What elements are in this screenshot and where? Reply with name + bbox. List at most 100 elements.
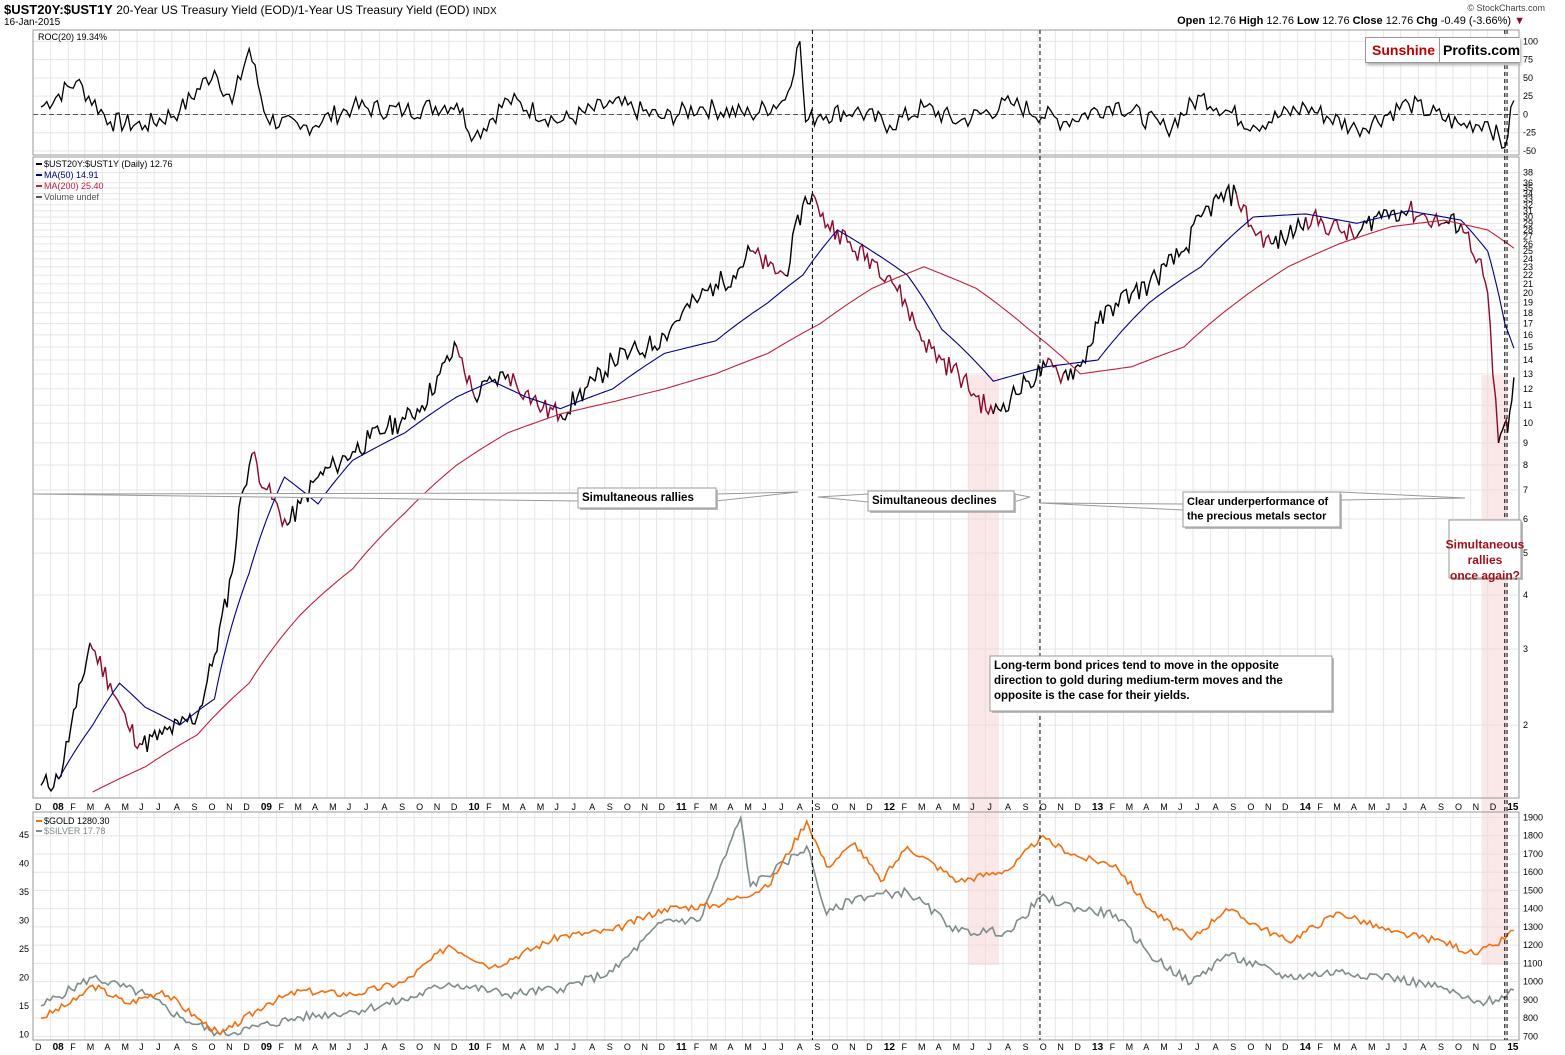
x-tick-label: J — [364, 1042, 369, 1052]
x-tick-label: A — [727, 802, 733, 812]
ratio-price-segment — [906, 307, 924, 342]
x-tick-label: A — [1420, 1042, 1426, 1052]
ma200-line — [92, 219, 1515, 793]
x-tick-label: S — [1023, 802, 1029, 812]
low-value: 12.76 — [1322, 15, 1350, 27]
x-tick-label: F — [1317, 802, 1323, 812]
ratio-price-segment — [1097, 302, 1117, 324]
x-tick-label: F — [694, 1042, 700, 1052]
x-tick-label: F — [694, 802, 700, 812]
x-tick-label: J — [364, 802, 369, 812]
x-tick-label: A — [520, 1042, 526, 1052]
ratio-tick-label: 22 — [1523, 270, 1533, 280]
ratio-tick-label: 36 — [1523, 178, 1533, 188]
x-tick-label: J — [139, 802, 144, 812]
ratio-price-segment — [802, 193, 814, 206]
ratio-tick-label: 29 — [1523, 218, 1533, 228]
ratio-tick-label: 21 — [1523, 279, 1533, 289]
ratio-price-segment — [240, 453, 253, 496]
gold-tick-label: 1700 — [1523, 849, 1543, 859]
ratio-price-segment — [957, 372, 977, 398]
x-tick-label: J — [762, 1042, 767, 1052]
x-tick-label: 12 — [884, 1042, 896, 1053]
ratio-price-segment — [1200, 193, 1220, 218]
x-tick-label: 13 — [1092, 802, 1104, 813]
pointer-declines-left — [817, 493, 869, 503]
x-tick-label: N — [641, 1042, 648, 1052]
silver-tick-label: 25 — [19, 944, 29, 954]
x-tick-label: N — [849, 1042, 856, 1052]
x-tick-label: J — [970, 1042, 975, 1052]
ratio-price-segment — [473, 375, 493, 404]
x-tick-label: F — [1110, 1042, 1116, 1052]
vertical-markers — [811, 30, 1508, 1040]
ratio-price-segment — [1062, 363, 1081, 381]
x-tick-label: D — [1490, 1042, 1497, 1052]
ratio-price-segment — [439, 339, 458, 375]
x-tick-label: O — [831, 802, 838, 812]
gold-tick-label: 1900 — [1523, 812, 1543, 822]
x-tick-label: S — [1438, 1042, 1444, 1052]
ratio-price-segment — [369, 424, 389, 439]
x-tick-label: S — [1438, 802, 1444, 812]
x-tick-label: A — [1420, 802, 1426, 812]
silver-tick-label: 30 — [19, 915, 29, 925]
panel-frame-roc — [32, 29, 1520, 156]
pointer-declines-right — [1013, 493, 1031, 503]
ratio-price-segment — [507, 373, 527, 401]
ratio-price-segment — [40, 772, 60, 793]
x-tick-label: 10 — [469, 802, 481, 813]
x-tick-label: S — [1230, 1042, 1236, 1052]
ratio-tick-label: 24 — [1523, 254, 1533, 264]
x-tick-label: O — [416, 1042, 423, 1052]
x-tick-label: A — [520, 802, 526, 812]
ratio-price-segment — [491, 371, 509, 388]
x-tick-label: A — [936, 802, 942, 812]
x-tick-label: A — [1213, 802, 1219, 812]
ratio-price-segment — [715, 270, 734, 292]
x-tick-label: A — [1005, 802, 1011, 812]
x-tick-label: 08 — [53, 1042, 65, 1053]
panel-frame-ratio — [32, 156, 1520, 799]
x-tick-label: 15 — [1507, 1042, 1519, 1053]
down-arrow-icon: ▼ — [1514, 15, 1525, 27]
ratio-price-segment — [663, 312, 683, 343]
x-tick-label: O — [416, 802, 423, 812]
ratio-price-segment — [1217, 182, 1237, 207]
ratio-tick-label: 6 — [1523, 514, 1528, 524]
pointer-underperf-left — [1039, 502, 1184, 511]
ratio-price-segment — [1338, 223, 1358, 241]
gold-tick-label: 1500 — [1523, 885, 1543, 895]
x-tick-label: A — [797, 802, 803, 812]
x-tick-label: M — [294, 802, 302, 812]
x-tick-label: O — [1247, 1042, 1254, 1052]
close-value: 12.76 — [1385, 15, 1414, 27]
x-tick-label: M — [953, 1042, 961, 1052]
x-tick-label: F — [486, 1042, 492, 1052]
ratio-tick-label: 9 — [1523, 438, 1528, 448]
ratio-tick-label: 27 — [1523, 232, 1533, 242]
ratio-legend-entry: $UST20Y:$UST1Y (Daily) 12.76 — [44, 159, 172, 169]
x-tick-label: F — [1317, 1042, 1323, 1052]
ma50-line — [58, 210, 1515, 780]
x-tick-label: O — [1040, 802, 1047, 812]
x-tick-label: D — [1074, 802, 1081, 812]
x-tick-label: J — [987, 1042, 992, 1052]
ratio-tick-label: 26 — [1523, 239, 1533, 249]
x-tick-label: A — [104, 1042, 110, 1052]
x-tick-label: D — [659, 1042, 666, 1052]
gold-tick-label: 1200 — [1523, 940, 1543, 950]
ratio-tick-label: 7 — [1523, 485, 1528, 495]
roc-tick-label: 75 — [1523, 55, 1533, 65]
x-tick-label: F — [486, 802, 492, 812]
annotation-text: Simultaneous rallies — [582, 492, 694, 504]
ratio-price-segment — [456, 346, 476, 398]
ratio-tick-label: 4 — [1523, 590, 1528, 600]
x-tick-label: J — [762, 802, 767, 812]
ratio-legend-entry: MA(50) 14.91 — [44, 170, 99, 180]
x-tick-label: M — [918, 1042, 926, 1052]
ratio-tick-label: 31 — [1523, 206, 1533, 216]
x-tick-label: J — [779, 1042, 784, 1052]
x-tick-label: A — [312, 802, 318, 812]
